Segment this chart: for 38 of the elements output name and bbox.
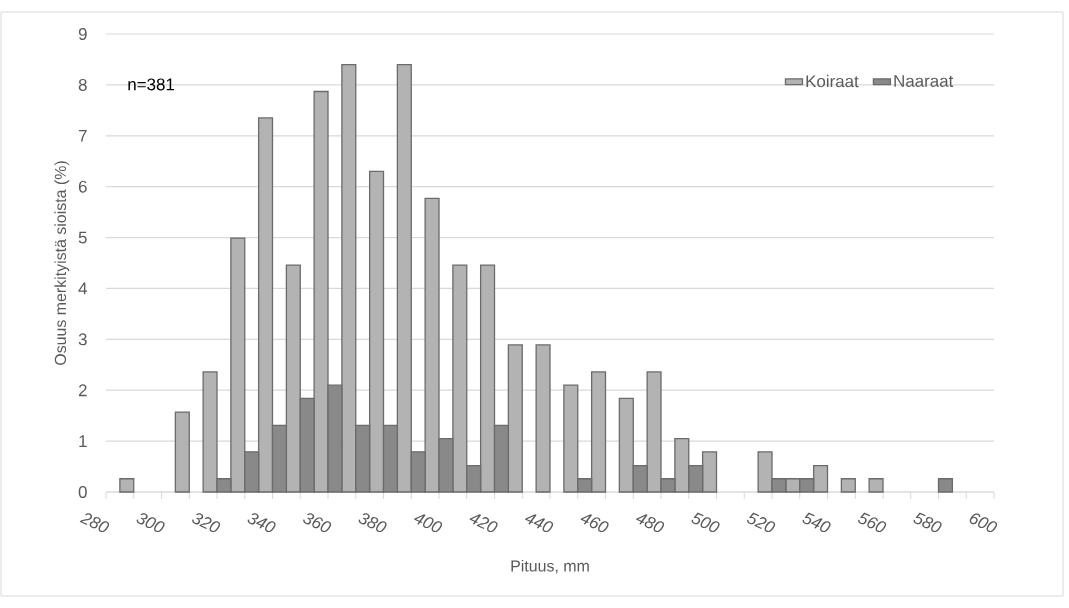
x-tick-label: 600 [969,513,998,533]
x-axis-title: Pituus, mm [511,559,589,574]
annotation: n=381 [128,78,175,91]
y-tick-label: 9 [78,28,87,40]
x-tick-label: 320 [192,513,221,533]
y-tick-label: 3 [78,333,87,346]
bar [868,478,884,493]
bar [535,344,551,493]
x-tick-label: 580 [913,512,942,533]
x-tick-label: 360 [303,513,332,533]
y-tick-label: 6 [78,180,87,193]
x-tick-label: 560 [858,512,887,533]
y-tick-label: 4 [78,282,87,295]
x-tick-label: 480 [635,514,665,533]
bar [174,411,190,493]
x-tick-label: 380 [358,513,387,533]
y-tick-label: 2 [78,384,87,397]
bar [937,478,954,493]
x-tick-label: 280 [79,513,110,533]
x-tick-label: 300 [136,513,165,533]
y-axis-title: Osuus merkityistä sioista (%) [54,161,70,365]
bar [119,478,135,493]
y-tick-label: 0 [78,486,87,498]
x-tick-label: 460 [580,514,609,533]
y-tick-label: 7 [78,129,87,142]
y-tick-label: 5 [78,231,87,244]
x-tick-label: 340 [247,513,276,533]
x-tick-label: 520 [747,512,776,533]
y-tick-label: 1 [79,435,87,447]
x-tick-label: 540 [802,512,831,533]
y-tick-label: 8 [78,78,87,91]
bar [840,478,856,493]
legend-label: Koiraat [806,74,859,88]
x-tick-label: 500 [691,512,720,533]
legend-label: Naaraat [894,75,954,87]
x-tick-label: 440 [524,514,554,533]
x-tick-label: 400 [413,514,443,533]
x-tick-label: 420 [469,514,498,533]
